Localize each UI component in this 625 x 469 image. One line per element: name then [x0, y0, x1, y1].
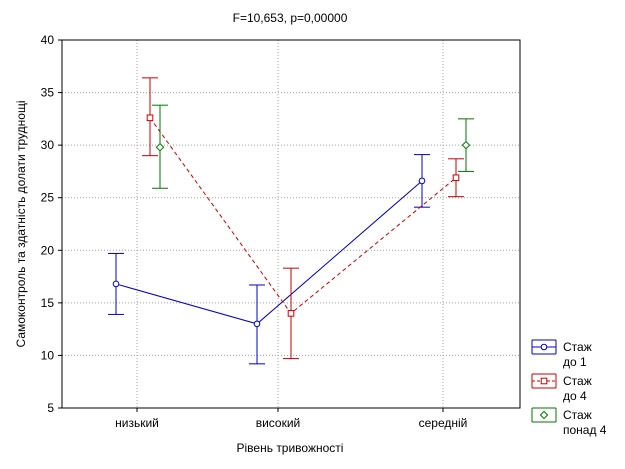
data-point	[287, 310, 295, 317]
x-axis-label: Рівень тривожності	[237, 441, 344, 455]
y-tick-label: 35	[41, 86, 55, 100]
x-tick-label: високий	[256, 416, 301, 430]
series	[108, 77, 474, 365]
legend-label: до 1	[563, 355, 587, 369]
y-tick-label: 20	[41, 243, 55, 257]
legend-marker	[540, 343, 548, 351]
x-axis-ticks: низький високий середній	[115, 408, 467, 430]
legend-label: до 4	[563, 389, 587, 403]
data-point	[452, 174, 460, 182]
series-3	[152, 104, 474, 189]
chart-title: F=10,653, p=0,00000	[233, 11, 348, 25]
legend-marker	[539, 410, 549, 420]
legend-label: Стаж	[563, 374, 592, 388]
y-axis-ticks: 5 10 15 20 25 30 35 40	[41, 33, 62, 415]
y-axis-label: Самоконтроль та здатність долати труднощ…	[14, 101, 28, 348]
y-tick-label: 10	[41, 348, 55, 362]
series-2	[142, 77, 464, 360]
y-tick-label: 15	[41, 296, 55, 310]
legend-label: понад 4	[563, 423, 607, 437]
data-point	[155, 142, 165, 152]
y-tick-label: 30	[41, 138, 55, 152]
data-point	[253, 320, 261, 328]
data-point	[418, 177, 426, 185]
legend-label: Стаж	[563, 408, 592, 422]
data-point	[461, 140, 471, 150]
series-1	[108, 154, 430, 365]
legend-marker	[540, 377, 548, 385]
y-tick-label: 25	[41, 191, 55, 205]
legend-label: Стаж	[563, 340, 592, 354]
y-tick-label: 5	[47, 401, 54, 415]
y-tick-label: 40	[41, 33, 55, 47]
plot-frame	[61, 39, 521, 409]
x-tick-label: низький	[115, 416, 159, 430]
x-tick-label: середній	[419, 416, 468, 430]
data-point	[112, 280, 120, 288]
data-point	[146, 114, 154, 122]
